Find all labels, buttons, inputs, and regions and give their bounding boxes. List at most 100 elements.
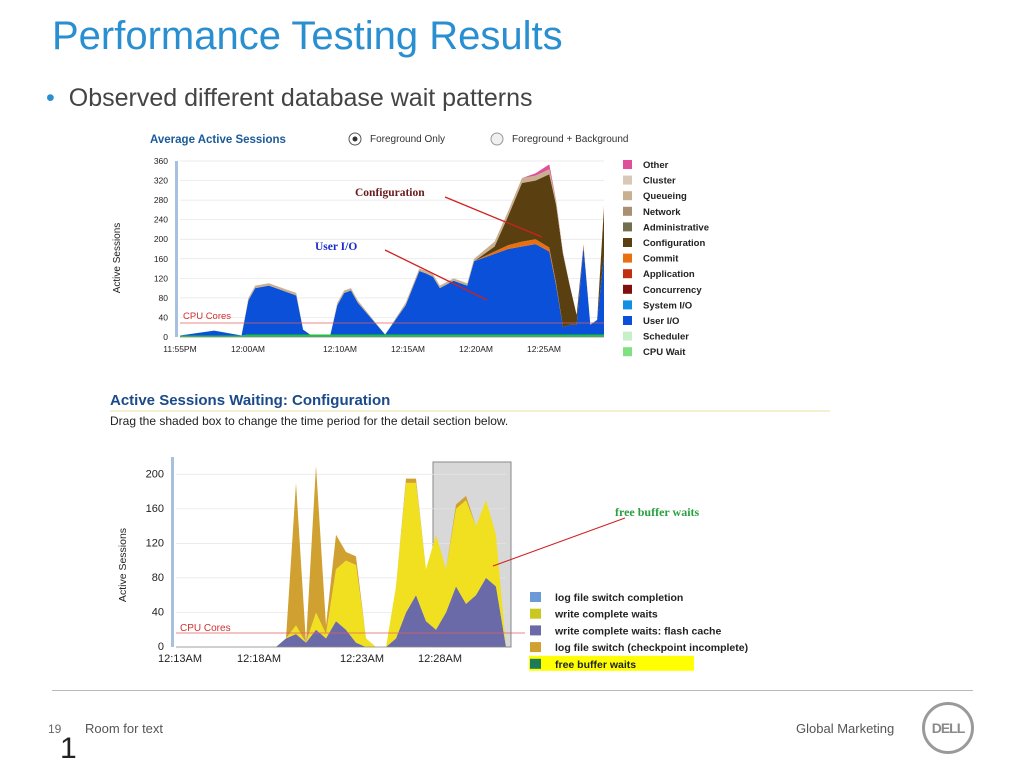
dell-logo-text: DELL [931, 720, 966, 736]
radio-label-foreground-only: Foreground Only [370, 134, 445, 145]
legend-swatch [623, 347, 632, 357]
x-tick-label: 12:23AM [340, 653, 384, 665]
legend-swatch [623, 269, 632, 279]
legend-swatch [623, 238, 632, 247]
legend-swatch [623, 160, 632, 169]
chart2-ylabel: Active Sessions [117, 528, 129, 602]
y-tick-label: 0 [158, 641, 164, 653]
chart2-legend: log file switch completion write complete… [529, 592, 748, 671]
legend-swatch [623, 331, 632, 341]
chart2-areas [176, 465, 506, 647]
slide-digit: 1 [60, 732, 77, 765]
x-tick-label: 12:28AM [418, 653, 462, 665]
legend-swatch [623, 175, 632, 185]
legend-label: Cluster [643, 176, 676, 187]
y-tick-label: 320 [154, 176, 168, 186]
area-user-i-o [180, 244, 604, 336]
legend-label: free buffer waits [555, 659, 636, 671]
y-tick-label: 120 [146, 537, 164, 549]
legend-swatch [530, 592, 541, 602]
y-tick-label: 160 [154, 254, 168, 264]
legend-swatch [623, 206, 632, 216]
radio-label-foreground-background: Foreground + Background [512, 134, 628, 145]
annotation-user-io-arrow [384, 249, 488, 301]
annotation-free-buffer-waits: free buffer waits [615, 505, 700, 519]
x-tick-label: 12:18AM [237, 653, 281, 665]
legend-label: Other [643, 160, 669, 171]
radio-selected-dot [352, 136, 358, 142]
legend-label: Administrative [643, 222, 709, 233]
legend-highlight [529, 655, 694, 671]
annotation-configuration-arrow [444, 196, 543, 238]
legend-label: User I/O [643, 316, 679, 327]
legend-label: Scheduler [643, 332, 689, 343]
x-tick-label: 12:00AM [231, 344, 265, 354]
chart2-instruction: Drag the shaded box to change the time p… [110, 414, 508, 428]
legend-swatch [530, 658, 541, 669]
legend-swatch [623, 300, 632, 310]
chart1-ylabel: Active Sessions [112, 223, 123, 294]
x-tick-label: 12:13AM [158, 653, 202, 665]
x-tick-label: 11:55PM [163, 344, 196, 354]
y-tick-label: 80 [159, 293, 169, 303]
legend-label: Configuration [643, 238, 705, 249]
bullet-text: • Observed different database wait patter… [46, 84, 533, 112]
legend-swatch [623, 253, 632, 263]
y-tick-label: 200 [154, 234, 168, 244]
legend-label: CPU Wait [643, 347, 686, 358]
annotation-user-io: User I/O [315, 241, 357, 253]
legend-label: Concurrency [643, 285, 702, 296]
chart1-title: Average Active Sessions [150, 134, 286, 146]
footer-divider [52, 690, 973, 691]
footer-room-text: Room for text [85, 721, 164, 736]
slide-title: Performance Testing Results [52, 14, 563, 58]
radio-foreground-background[interactable] [490, 132, 504, 146]
y-axis-bar [171, 457, 174, 647]
chart1-cpu-cores-label: CPU Cores [183, 311, 231, 322]
legend-swatch [530, 625, 541, 636]
y-tick-label: 200 [146, 468, 164, 480]
legend-label: Application [643, 269, 695, 280]
y-tick-label: 160 [146, 503, 164, 515]
chart1-header: Average Active Sessions Foreground Only … [150, 132, 628, 146]
chart1-legend: Other Cluster Queueing Network Administrativ… [623, 160, 709, 358]
x-tick-label: 12:15AM [391, 344, 425, 354]
y-tick-label: 280 [154, 195, 168, 205]
area-cpu [180, 334, 604, 337]
legend-label: Queueing [643, 191, 687, 202]
legend-swatch [530, 608, 541, 619]
legend-label: Commit [643, 254, 679, 265]
y-tick-label: 0 [163, 332, 168, 342]
y-tick-label: 240 [154, 215, 168, 225]
y-tick-label: 40 [159, 312, 169, 322]
legend-label: log file switch completion [555, 592, 683, 604]
y-tick-label: 80 [152, 572, 164, 584]
legend-label: write complete waits: flash cache [554, 625, 721, 637]
legend-label: write complete waits [554, 609, 658, 621]
annotation-free-buffer-arrow [492, 517, 626, 567]
chart1-axes: 0 40 80 120 160 200 240 280 320 360 11:55PM 12:00AM… [154, 156, 604, 354]
legend-swatch [530, 642, 541, 653]
dell-logo: DELL [922, 702, 974, 754]
chart2-axes: 0 40 80 120 160 200 12:13AM 12:18AM 12:23AM 12:28… [146, 457, 506, 665]
y-axis-bar [175, 161, 178, 337]
bullet-label: Observed different database wait pattern… [68, 84, 533, 112]
area-log-file-switch-checkpoint-incomplete- [176, 465, 506, 647]
legend-label: log file switch (checkpoint incomplete) [555, 642, 748, 654]
legend-label: Network [643, 207, 681, 218]
x-tick-label: 12:25AM [527, 344, 561, 354]
x-tick-label: 12:20AM [459, 344, 493, 354]
legend-label: System I/O [643, 300, 692, 311]
legend-swatch [623, 191, 632, 201]
page-number: 19 [48, 722, 62, 736]
footer-global-marketing: Global Marketing [796, 721, 895, 736]
legend-swatch [623, 316, 632, 325]
legend-swatch [623, 222, 632, 232]
chart2-cpu-cores-label: CPU Cores [180, 623, 231, 634]
y-tick-label: 120 [154, 273, 168, 283]
y-tick-label: 40 [152, 606, 164, 618]
area-write-complete-waits-flash-cache [176, 577, 506, 647]
chart2-title: Active Sessions Waiting: Configuration [110, 392, 390, 409]
legend-swatch [623, 284, 632, 294]
